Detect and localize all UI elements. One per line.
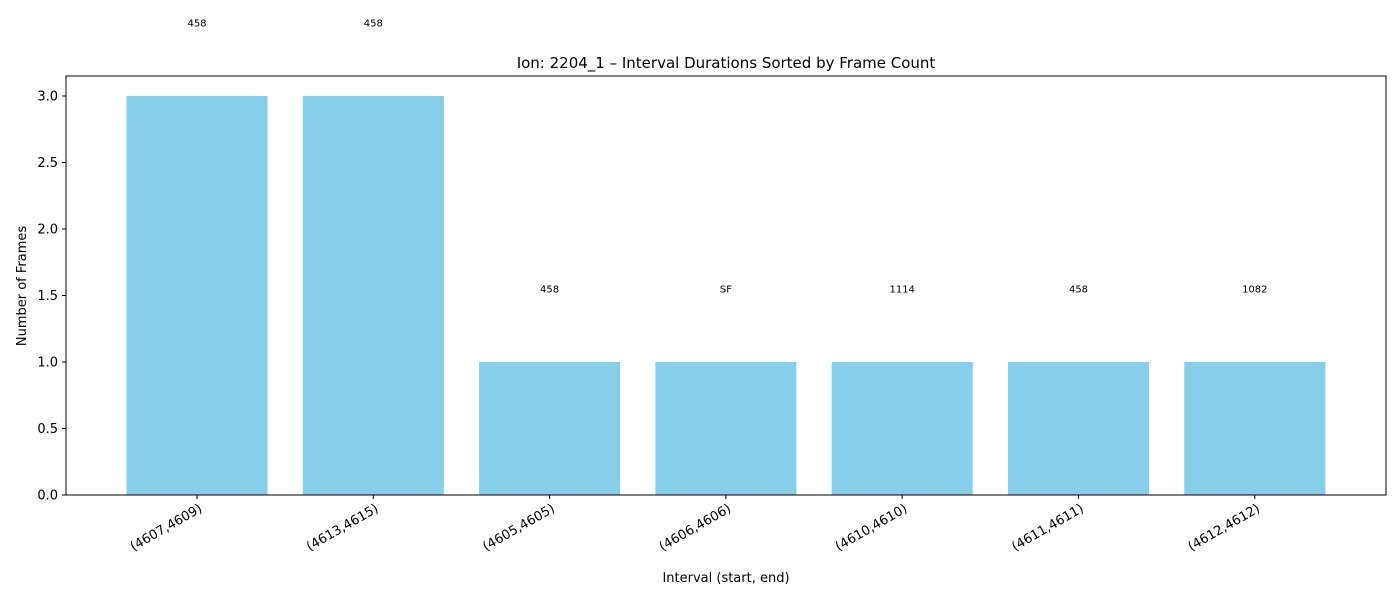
bar-value-label: 458 — [1069, 285, 1088, 296]
x-tick-label: (4606,4606) — [657, 501, 734, 554]
bar-value-label: 458 — [540, 285, 559, 296]
bar-value-label: 458 — [364, 18, 383, 29]
y-tick-label: 2.0 — [37, 223, 58, 238]
x-axis: (4607,4609) (4613,4615) (4605,4605) (4606,4… — [128, 495, 1263, 555]
bar — [302, 96, 444, 495]
bar-value-label: 1114 — [889, 285, 914, 296]
bar-value-label: 1082 — [1242, 285, 1267, 296]
bar — [1008, 362, 1149, 495]
x-tick-label: (4611,4611) — [1009, 501, 1086, 554]
y-tick-label: 2.5 — [37, 156, 58, 171]
bar — [1184, 362, 1326, 495]
y-tick-label: 3.0 — [37, 90, 58, 105]
y-tick-label: 1.5 — [37, 289, 58, 304]
y-axis: 0.0 0.5 1.0 1.5 2.0 2.5 3.0 — [37, 90, 66, 504]
bar — [655, 362, 797, 495]
data-labels-layer: 458 458 458 SF 1114 458 1082 — [187, 18, 1267, 295]
bar-value-label: 458 — [187, 18, 206, 29]
bars-layer — [126, 96, 1326, 495]
y-tick-label: 0.0 — [37, 489, 58, 504]
bar — [831, 362, 973, 495]
y-tick-label: 1.0 — [37, 356, 58, 371]
bar — [126, 96, 268, 495]
x-tick-label: (4605,4605) — [480, 501, 557, 554]
x-tick-label: (4612,4612) — [1186, 501, 1263, 554]
x-tick-label: (4607,4609) — [128, 501, 205, 554]
x-axis-label: Interval (start, end) — [662, 571, 789, 586]
y-axis-label: Number of Frames — [15, 226, 30, 347]
y-tick-label: 0.5 — [37, 422, 58, 437]
chart-title: Ion: 2204_1 – Interval Durations Sorted … — [517, 54, 936, 73]
bar — [479, 362, 621, 495]
bar-value-label: SF — [720, 285, 732, 296]
x-tick-label: (4610,4610) — [833, 501, 910, 554]
plot-frame — [65, 75, 1387, 496]
x-tick-label: (4613,4615) — [304, 501, 381, 554]
